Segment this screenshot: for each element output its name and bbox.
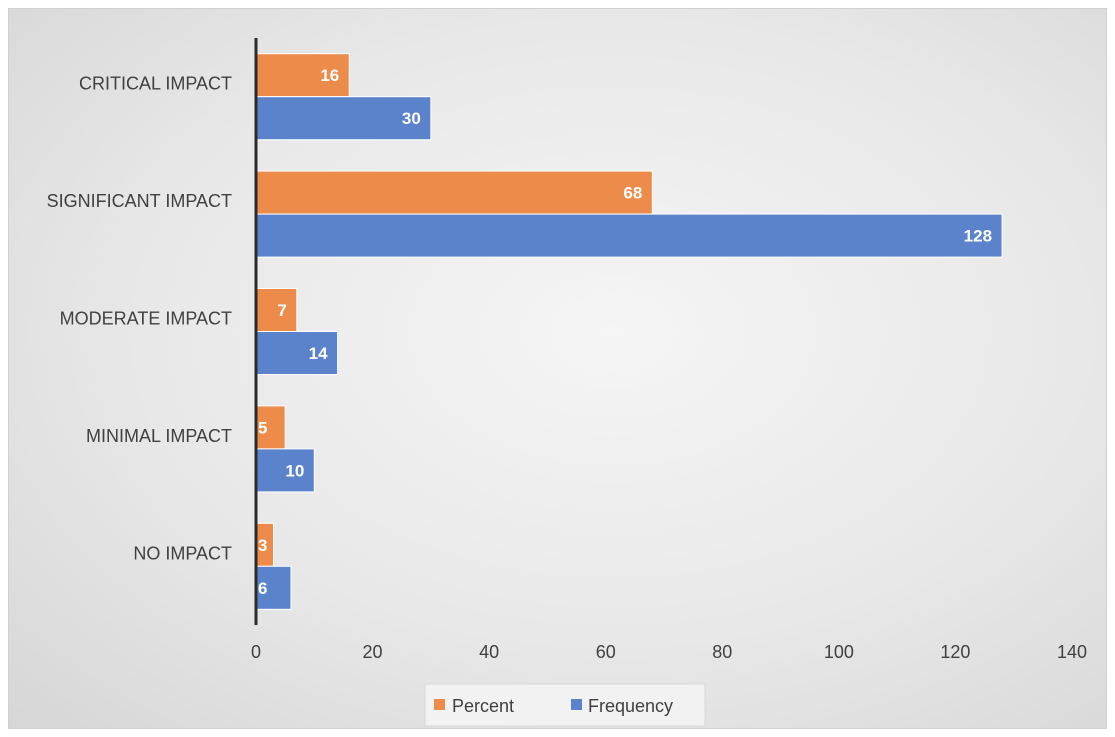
data-label-percent-no-impact: 3: [258, 536, 267, 555]
data-label-percent-significant-impact: 68: [623, 184, 642, 203]
x-tick-label-100: 100: [824, 642, 854, 662]
category-label-critical-impact: CRITICAL IMPACT: [79, 74, 232, 94]
x-tick-label-20: 20: [363, 642, 383, 662]
x-tick-label-140: 140: [1057, 642, 1087, 662]
legend-label-percent: Percent: [452, 696, 514, 716]
x-tick-label-40: 40: [479, 642, 499, 662]
x-tick-label-80: 80: [712, 642, 732, 662]
data-label-frequency-significant-impact: 128: [964, 227, 992, 246]
bar-frequency-moderate-impact: [255, 331, 339, 375]
x-tick-label-60: 60: [596, 642, 616, 662]
bars-group: [255, 53, 1003, 610]
category-labels-group: CRITICAL IMPACT SIGNIFICANT IMPACT MODERAT…: [47, 74, 232, 564]
category-label-no-impact: NO IMPACT: [133, 543, 232, 563]
x-axis-ticks-group: 0 20 40 60 80 100 120 140: [251, 642, 1087, 662]
legend-swatch-percent: [434, 699, 445, 710]
data-label-percent-minimal-impact: 5: [258, 418, 267, 437]
x-tick-label-120: 120: [940, 642, 970, 662]
legend-label-frequency: Frequency: [588, 696, 673, 716]
data-label-frequency-critical-impact: 30: [402, 109, 421, 128]
bar-percent-critical-impact: [255, 53, 350, 98]
bar-percent-significant-impact: [255, 170, 653, 215]
legend: Percent Frequency: [424, 683, 706, 727]
category-label-minimal-impact: MINIMAL IMPACT: [86, 426, 232, 446]
data-label-percent-critical-impact: 16: [320, 66, 339, 85]
x-tick-label-0: 0: [251, 642, 261, 662]
legend-swatch-frequency: [571, 699, 582, 710]
legend-box: [424, 683, 706, 727]
data-label-frequency-no-impact: 6: [258, 579, 267, 598]
data-labels-group: 16 30 68 128 7 14 5 10 3 6: [258, 66, 992, 598]
data-label-frequency-minimal-impact: 10: [285, 461, 304, 480]
bar-frequency-significant-impact: [255, 213, 1003, 258]
category-label-moderate-impact: MODERATE IMPACT: [60, 309, 232, 329]
bar-frequency-minimal-impact: [255, 448, 315, 493]
bar-percent-moderate-impact: [255, 288, 298, 332]
category-label-significant-impact: SIGNIFICANT IMPACT: [47, 191, 232, 211]
data-label-percent-moderate-impact: 7: [277, 301, 286, 320]
bar-frequency-critical-impact: [255, 96, 432, 141]
data-label-frequency-moderate-impact: 14: [309, 344, 328, 363]
chart-frame: [8, 8, 1107, 729]
